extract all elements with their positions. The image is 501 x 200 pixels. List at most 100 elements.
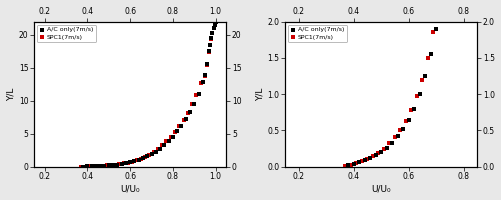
A/C only(7m/s)	[109, 163, 117, 167]
A/C only(7m/s)	[420, 74, 428, 78]
A/C only(7m/s)	[211, 20, 219, 23]
SPC1(7m/s)	[357, 159, 365, 163]
SPC1(7m/s)	[352, 161, 360, 165]
Y-axis label: Y/L: Y/L	[255, 87, 264, 101]
A/C only(7m/s)	[194, 93, 202, 96]
A/C only(7m/s)	[409, 107, 417, 110]
SPC1(7m/s)	[98, 164, 106, 167]
A/C only(7m/s)	[203, 63, 211, 66]
A/C only(7m/s)	[134, 159, 142, 162]
SPC1(7m/s)	[85, 165, 93, 168]
A/C only(7m/s)	[105, 164, 113, 167]
SPC1(7m/s)	[368, 154, 376, 157]
A/C only(7m/s)	[371, 154, 379, 157]
A/C only(7m/s)	[164, 139, 172, 143]
SPC1(7m/s)	[183, 111, 191, 114]
SPC1(7m/s)	[128, 160, 136, 163]
SPC1(7m/s)	[363, 157, 371, 160]
SPC1(7m/s)	[200, 74, 208, 77]
Y-axis label: Y/L: Y/L	[7, 87, 16, 101]
A/C only(7m/s)	[79, 165, 87, 168]
SPC1(7m/s)	[207, 37, 215, 40]
A/C only(7m/s)	[387, 141, 395, 144]
A/C only(7m/s)	[208, 31, 216, 34]
A/C only(7m/s)	[426, 53, 434, 56]
SPC1(7m/s)	[401, 119, 409, 123]
SPC1(7m/s)	[211, 20, 219, 23]
A/C only(7m/s)	[344, 164, 352, 167]
A/C only(7m/s)	[139, 157, 147, 160]
A/C only(7m/s)	[206, 43, 214, 46]
A/C only(7m/s)	[177, 124, 185, 127]
SPC1(7m/s)	[111, 163, 119, 166]
A/C only(7m/s)	[168, 135, 176, 138]
Legend: A/C only(7m/s), SPC1(7m/s): A/C only(7m/s), SPC1(7m/s)	[37, 25, 96, 42]
SPC1(7m/s)	[166, 135, 174, 139]
A/C only(7m/s)	[151, 150, 159, 153]
A/C only(7m/s)	[200, 73, 208, 77]
A/C only(7m/s)	[209, 27, 217, 30]
SPC1(7m/s)	[158, 144, 166, 147]
A/C only(7m/s)	[100, 164, 108, 167]
A/C only(7m/s)	[398, 127, 406, 131]
SPC1(7m/s)	[374, 151, 382, 155]
SPC1(7m/s)	[137, 157, 145, 160]
SPC1(7m/s)	[107, 163, 115, 167]
A/C only(7m/s)	[190, 102, 198, 105]
SPC1(7m/s)	[210, 23, 218, 26]
A/C only(7m/s)	[186, 110, 194, 114]
SPC1(7m/s)	[132, 159, 140, 162]
SPC1(7m/s)	[77, 165, 85, 168]
SPC1(7m/s)	[162, 140, 170, 143]
SPC1(7m/s)	[208, 32, 216, 35]
SPC1(7m/s)	[423, 56, 431, 59]
A/C only(7m/s)	[360, 159, 368, 162]
A/C only(7m/s)	[126, 161, 134, 164]
Legend: A/C only(7m/s), SPC1(7m/s): A/C only(7m/s), SPC1(7m/s)	[288, 25, 346, 42]
A/C only(7m/s)	[156, 147, 164, 150]
A/C only(7m/s)	[349, 162, 357, 165]
A/C only(7m/s)	[173, 130, 181, 133]
A/C only(7m/s)	[376, 151, 384, 154]
SPC1(7m/s)	[379, 147, 387, 150]
SPC1(7m/s)	[412, 95, 420, 98]
A/C only(7m/s)	[415, 93, 423, 96]
SPC1(7m/s)	[149, 150, 157, 153]
A/C only(7m/s)	[147, 153, 155, 156]
SPC1(7m/s)	[390, 135, 398, 139]
SPC1(7m/s)	[196, 81, 204, 84]
SPC1(7m/s)	[145, 153, 153, 156]
SPC1(7m/s)	[94, 164, 102, 168]
A/C only(7m/s)	[198, 81, 206, 84]
A/C only(7m/s)	[160, 143, 168, 147]
A/C only(7m/s)	[210, 23, 218, 26]
A/C only(7m/s)	[117, 162, 125, 166]
A/C only(7m/s)	[207, 36, 215, 40]
SPC1(7m/s)	[119, 162, 127, 165]
A/C only(7m/s)	[393, 135, 401, 138]
A/C only(7m/s)	[113, 163, 121, 166]
X-axis label: U/U₀: U/U₀	[120, 184, 140, 193]
A/C only(7m/s)	[437, 0, 445, 1]
A/C only(7m/s)	[382, 146, 390, 149]
A/C only(7m/s)	[122, 162, 130, 165]
X-axis label: U/U₀: U/U₀	[371, 184, 390, 193]
A/C only(7m/s)	[130, 160, 138, 163]
A/C only(7m/s)	[354, 161, 362, 164]
SPC1(7m/s)	[90, 165, 98, 168]
A/C only(7m/s)	[88, 165, 96, 168]
SPC1(7m/s)	[428, 31, 436, 34]
SPC1(7m/s)	[141, 155, 149, 158]
A/C only(7m/s)	[404, 118, 412, 121]
SPC1(7m/s)	[81, 165, 89, 168]
SPC1(7m/s)	[341, 164, 349, 168]
SPC1(7m/s)	[179, 118, 187, 121]
A/C only(7m/s)	[143, 155, 151, 158]
SPC1(7m/s)	[434, 2, 442, 5]
SPC1(7m/s)	[396, 128, 404, 131]
SPC1(7m/s)	[154, 147, 162, 150]
A/C only(7m/s)	[365, 156, 373, 160]
SPC1(7m/s)	[205, 50, 213, 53]
A/C only(7m/s)	[92, 165, 100, 168]
SPC1(7m/s)	[346, 163, 354, 166]
